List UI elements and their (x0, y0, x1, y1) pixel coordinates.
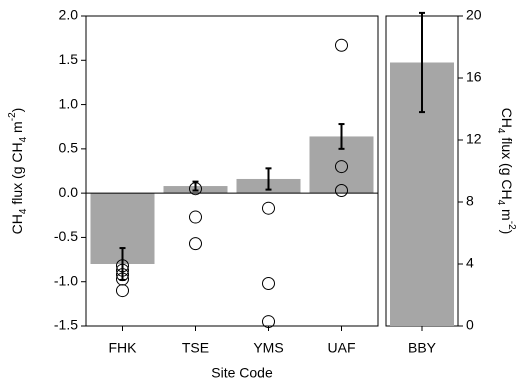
plot-frame (85, 15, 379, 327)
y-axis-label: CH4 flux (g CH4 m-2) (7, 108, 29, 235)
y-axis-label-part: m (9, 121, 25, 137)
y-axis-label-part: flux (g CH (9, 142, 25, 208)
y-axis-label-part: 4 (495, 128, 506, 134)
y-axis-label-part: 4 (18, 208, 29, 214)
y-axis-label-part: -2 (506, 221, 517, 230)
data-point (189, 182, 202, 196)
x-tick-label: UAF (328, 340, 356, 356)
y-axis-label-part: CH (9, 214, 25, 234)
y-tick-label: 8 (466, 193, 474, 209)
y-tick-label: -1.5 (54, 317, 78, 333)
y-tick-label: 0 (466, 317, 474, 333)
y-tick-label: -1.0 (54, 272, 78, 288)
y-axis-label-part: flux (g CH (499, 133, 515, 199)
y-tick-label: 1.0 (59, 95, 79, 111)
y-axis-label-part: -2 (7, 112, 18, 121)
y-tick-label: 4 (466, 255, 474, 271)
y-tick-label: 0.5 (59, 140, 79, 156)
y-axis-label-part: 4 (495, 200, 506, 206)
x-tick-label: FHK (109, 340, 138, 356)
data-point (116, 263, 129, 277)
data-point (262, 315, 275, 329)
data-point (116, 259, 129, 273)
x-tick-label: TSE (182, 340, 209, 356)
x-tick-label: YMS (253, 340, 283, 356)
y-tick-label: -0.5 (54, 228, 78, 244)
data-point (262, 276, 275, 290)
data-point (262, 201, 275, 215)
y-axis-label-part: ) (499, 230, 515, 235)
y-axis-label: CH4 flux (g CH4 m-2) (495, 108, 517, 235)
y-axis-label-part: m (499, 205, 515, 221)
data-point (116, 268, 129, 282)
x-tick-label: BBY (408, 340, 437, 356)
data-point (189, 210, 202, 224)
y-tick-label: 12 (466, 131, 482, 147)
data-point (335, 160, 348, 174)
x-axis-label: Site Code (211, 365, 273, 381)
y-axis-label-part: ) (9, 108, 25, 113)
y-axis-label-part: 4 (18, 136, 29, 142)
data-point (335, 183, 348, 197)
y-axis-label-part: CH (499, 108, 515, 128)
y-tick-label: 2.0 (59, 7, 79, 23)
y-tick-label: 1.5 (59, 51, 79, 67)
data-point (335, 38, 348, 52)
data-point (116, 284, 129, 298)
data-point (189, 237, 202, 251)
y-tick-label: 16 (466, 69, 482, 85)
y-tick-label: 0.0 (59, 184, 79, 200)
y-tick-label: 20 (466, 7, 482, 23)
